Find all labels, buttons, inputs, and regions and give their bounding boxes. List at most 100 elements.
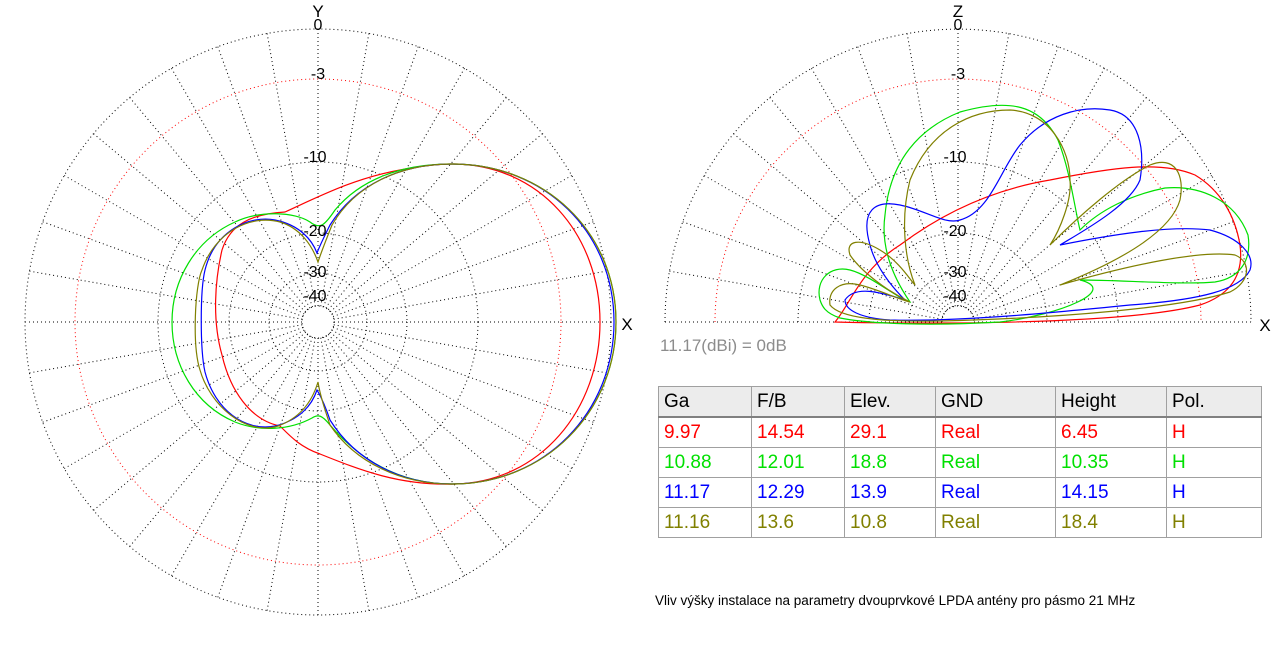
azimuth-grid-spoke-110 [217,46,313,308]
cell-ga: 11.17 [658,477,752,508]
cell-fb: 12.29 [751,477,845,508]
elevation-grid-spoke-80 [960,33,1010,307]
results-table: Ga F/B Elev. GND Height Pol. 9.97 14.54 … [658,386,1262,538]
cell-height: 10.35 [1055,447,1167,478]
elevation-grid-spoke-130 [769,97,949,311]
azimuth-grid-spoke-260 [266,337,316,611]
cell-pol: H [1166,447,1262,478]
elevation-grid-spoke-140 [733,133,947,313]
azimuth-grid-spoke-330 [331,329,572,469]
azimuth-grid-spoke-190 [29,324,303,374]
azimuth-grid-spoke-120 [171,68,311,309]
cell-pol: H [1166,507,1262,538]
azimuth-trace-series-1 [214,163,601,485]
elevation-ring-label-5: -40 [943,288,966,305]
azimuth-grid-ring-0 [24,28,612,616]
elevation-trace-series-3 [844,108,1252,321]
azimuth-grid-spoke-240 [171,335,311,576]
elevation-ring-label-1: -3 [951,66,965,83]
cell-elev: 13.9 [844,477,936,508]
azimuth-grid-spoke-150 [64,175,305,315]
cell-ga: 10.88 [658,447,752,478]
cell-gnd: Real [935,447,1056,478]
azimuth-grid-spoke-30 [331,175,572,315]
azimuth-grid-spoke-350 [333,324,607,374]
cell-elev: 18.8 [844,447,936,478]
cell-pol: H [1166,477,1262,508]
figure-caption: Vliv výšky instalace na parametry dvoupr… [655,593,1136,608]
table-header-row: Ga F/B Elev. GND Height Pol. [658,386,1262,418]
elevation-grid-ring-2 [797,161,1119,323]
azimuth-grid-spoke-140 [93,133,307,313]
azimuth-grid-spoke-210 [64,329,305,469]
elevation-ring-label-4: -30 [943,264,966,281]
elevation-grid-spoke-150 [704,175,945,315]
cell-gnd: Real [935,477,1056,508]
azimuth-ring-label-3: -20 [303,223,326,240]
azimuth-grid-spoke-20 [332,221,594,317]
azimuth-traces [171,163,617,485]
elevation-grid-ring-1 [714,78,1202,323]
azimuth-grid-spoke-200 [42,327,304,423]
azimuth-grid-ring-5 [301,305,335,339]
elevation-traces [818,104,1252,325]
azimuth-grid-spoke-10 [333,270,607,320]
col-header-pol: Pol. [1166,386,1262,418]
elevation-grid-spoke-70 [963,46,1059,308]
azimuth-grid-spoke-230 [129,333,309,547]
azimuth-ring-label-0: 0 [314,17,323,34]
azimuth-grid-spoke-40 [329,133,543,313]
azimuth-grid [24,28,612,616]
azimuth-grid-spoke-300 [325,335,465,576]
elevation-axis-right-label: X [1259,316,1270,335]
col-header-gnd: GND [935,386,1056,418]
cell-ga: 9.97 [658,416,752,448]
azimuth-grid-spoke-50 [327,97,507,311]
azimuth-trace-series-2 [171,163,617,485]
elevation-grid [664,28,1252,323]
table-row: 10.88 12.01 18.8 Real 10.35 H [658,447,1262,478]
azimuth-grid-spoke-220 [93,331,307,511]
col-header-fb: F/B [751,386,845,418]
elevation-grid-spoke-120 [811,68,951,309]
elevation-grid-spoke-40 [969,133,1183,313]
elevation-ring-label-2: -10 [943,149,966,166]
col-header-elev: Elev. [844,386,936,418]
azimuth-axis-up-label: Y [312,2,323,21]
azimuth-ring-label-1: -3 [311,66,325,83]
cell-elev: 10.8 [844,507,936,538]
azimuth-grid-spoke-340 [332,327,594,423]
azimuth-trace-series-3 [200,163,615,485]
elevation-grid-spoke-160 [682,221,944,317]
cell-height: 14.15 [1055,477,1167,508]
azimuth-grid-spoke-280 [320,337,370,611]
cell-pol: H [1166,416,1262,448]
azimuth-grid-spoke-80 [320,33,370,307]
azimuth-axis-right-label: X [621,315,632,334]
table-row: 11.16 13.6 10.8 Real 18.4 H [658,507,1262,538]
cell-elev: 29.1 [844,416,936,448]
cell-height: 6.45 [1055,416,1167,448]
col-header-height: Height [1055,386,1167,418]
elevation-trace-series-2 [818,104,1250,325]
azimuth-grid-spoke-250 [217,336,313,598]
azimuth-grid-spoke-310 [327,333,507,547]
gain-reference-note: 11.17(dBi) = 0dB [660,336,787,355]
elevation-grid-spoke-20 [972,221,1234,317]
elevation-grid-spoke-30 [971,175,1212,315]
cell-height: 18.4 [1055,507,1167,538]
table-row: 11.17 12.29 13.9 Real 14.15 H [658,477,1262,508]
elevation-trace-series-4 [829,109,1247,322]
elevation-grid-spoke-50 [967,97,1147,311]
table-row: 9.97 14.54 29.1 Real 6.45 H [658,416,1262,448]
elevation-grid-spoke-170 [669,270,943,320]
azimuth-ring-label-5: -40 [303,288,326,305]
elevation-grid-spoke-60 [965,68,1105,309]
cell-fb: 12.01 [751,447,845,478]
azimuth-grid-spoke-60 [325,68,465,309]
cell-gnd: Real [935,416,1056,448]
azimuth-grid-spoke-130 [129,97,309,311]
azimuth-grid-ring-1 [74,78,562,566]
azimuth-grid-spoke-290 [323,336,419,598]
